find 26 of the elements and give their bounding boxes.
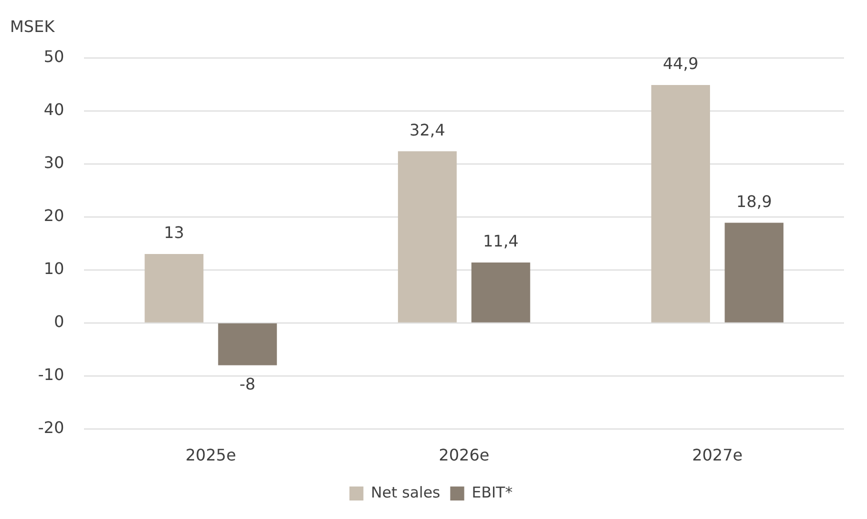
x-tick-label: 2025e <box>185 446 236 465</box>
x-tick-label: 2026e <box>438 446 490 465</box>
y-tick-label: -10 <box>38 364 64 384</box>
data-label: 18,9 <box>736 192 772 211</box>
y-tick-label: -20 <box>38 418 64 437</box>
legend-label: EBIT* <box>472 483 514 502</box>
y-tick-label: 40 <box>44 100 64 120</box>
data-label: -8 <box>240 374 256 394</box>
y-axis-title: MSEK <box>10 17 56 36</box>
data-label: 11,4 <box>482 232 519 251</box>
y-tick-label: 20 <box>44 206 64 226</box>
y-tick-label: 30 <box>44 153 64 172</box>
legend-label: Net sales <box>370 483 440 502</box>
bar <box>144 254 204 322</box>
x-tick-label: 2027e <box>692 446 743 465</box>
data-label: 44,9 <box>662 54 698 74</box>
bar <box>218 323 277 366</box>
y-tick-label: 50 <box>44 47 64 66</box>
bar <box>724 222 784 322</box>
bar <box>471 262 530 322</box>
bar <box>651 85 710 322</box>
data-label: 32,4 <box>410 120 446 140</box>
y-tick-label: 0 <box>54 312 64 332</box>
bar <box>398 151 457 322</box>
y-tick-label: 10 <box>44 259 64 278</box>
data-label: 13 <box>164 223 184 242</box>
